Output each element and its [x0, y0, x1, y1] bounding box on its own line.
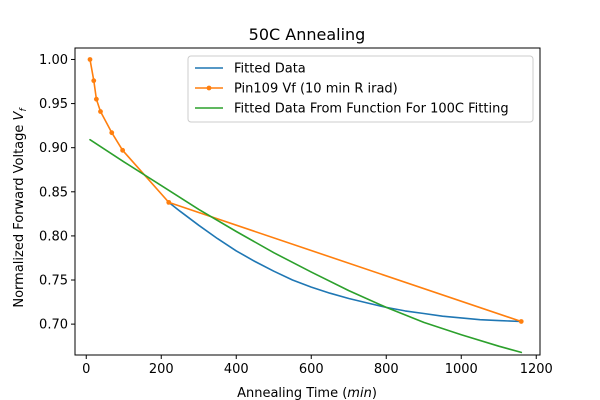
plot-frame	[74, 47, 541, 356]
legend-entry: Pin109 Vf (10 min R irad)	[234, 82, 398, 97]
legend-entry: Fitted Data	[234, 62, 306, 77]
data-point	[166, 199, 172, 205]
x-axis-label: Annealing Time (min)	[237, 386, 377, 400]
data-point	[518, 319, 524, 324]
plot-area	[87, 57, 524, 354]
legend-marker	[206, 85, 212, 91]
data-point	[91, 78, 97, 84]
y-tick-label: 0.85	[39, 185, 68, 200]
data-point	[98, 109, 103, 114]
data-point	[93, 96, 99, 102]
x-tick-label: 200	[149, 362, 174, 377]
y-tick-label: 0.80	[39, 229, 68, 244]
x-tick-label: 800	[374, 362, 399, 377]
series-line-2	[89, 138, 523, 354]
legend-entry: Fitted Data From Function For 100C Fitti…	[234, 102, 509, 117]
legend-box	[187, 55, 534, 123]
chart-title: 50C Annealing	[249, 25, 366, 44]
series-line-0	[168, 201, 523, 323]
series-line-1	[89, 58, 523, 323]
x-tick-label: 600	[299, 362, 324, 377]
y-tick-label: 1.00	[39, 53, 68, 68]
x-tick-label: 0	[82, 362, 90, 377]
axes: 0 200 400 600 800 1000 1200 0.70 0.75 0.80 0.85 0.9…	[39, 47, 553, 377]
x-tick-label: 400	[224, 362, 249, 377]
y-tick-label: 0.70	[39, 318, 68, 333]
legend: Fitted Data Pin109 Vf (10 min R irad) Fitt…	[187, 55, 534, 123]
data-point	[109, 130, 115, 136]
y-tick-label: 0.95	[39, 97, 68, 112]
y-tick-label: 0.90	[39, 141, 68, 156]
data-point	[87, 57, 93, 62]
x-tick-label: 1200	[520, 362, 553, 377]
data-point	[120, 147, 126, 153]
y-tick-label: 0.75	[39, 274, 68, 289]
y-axis-label: Normalized Forward Voltage Vf	[12, 107, 29, 308]
x-tick-label: 1000	[445, 362, 478, 377]
